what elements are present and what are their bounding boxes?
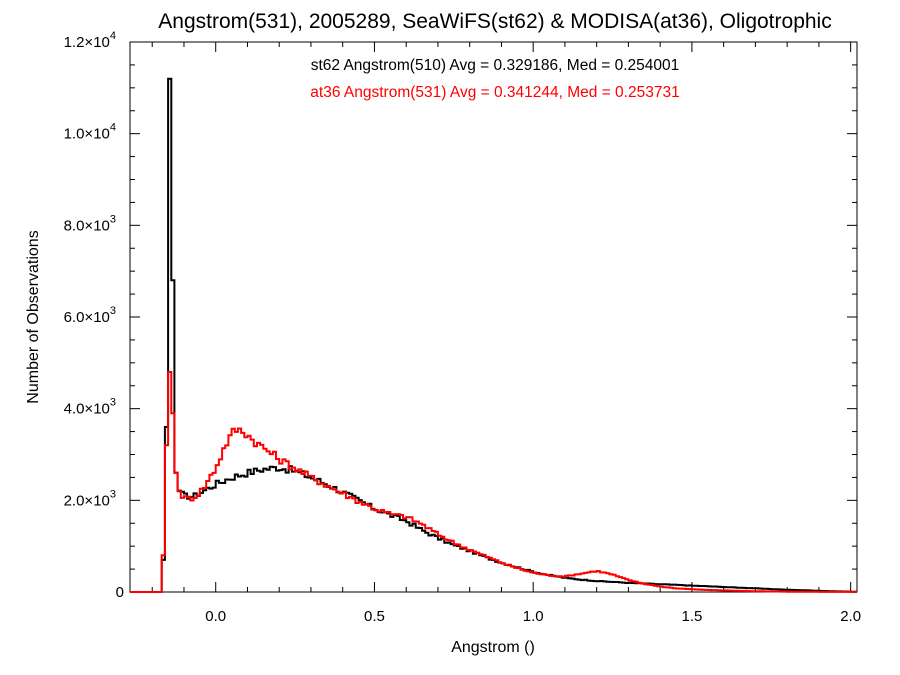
x-axis-ticks: 0.0 0.5 1.0 1.5 2.0 — [151, 42, 861, 625]
legend-entry-st62: st62 Angstrom(510) Avg = 0.329186, Med =… — [311, 57, 680, 74]
x-axis-label: Angstrom () — [451, 639, 535, 656]
x-tick-label: 1.5 — [681, 608, 702, 625]
x-tick-label: 1.0 — [523, 608, 544, 625]
y-tick-label: 0 — [116, 584, 124, 601]
y-tick-label: 4.0×103 — [64, 397, 116, 418]
y-axis-label: Number of Observations — [25, 230, 42, 403]
plot-frame — [129, 41, 858, 593]
series-line-at36 — [130, 371, 857, 593]
x-tick-label: 0.5 — [364, 608, 385, 625]
legend-entry-at36: at36 Angstrom(531) Avg = 0.341244, Med =… — [310, 84, 679, 101]
series-layer — [130, 77, 857, 593]
y-axis-ticks: 0 2.0×103 4.0×103 6.0×103 8.0×103 1.0×104 1.2×… — [64, 30, 857, 601]
x-tick-label: 0.0 — [205, 608, 226, 625]
y-tick-label: 2.0×103 — [64, 488, 116, 509]
y-tick-label: 8.0×103 — [64, 213, 116, 234]
chart-title: Angstrom(531), 2005289, SeaWiFS(st62) & … — [158, 10, 831, 33]
series-line-st62 — [130, 77, 857, 593]
y-tick-label: 1.0×104 — [64, 122, 116, 143]
y-tick-label: 6.0×103 — [64, 305, 116, 326]
y-tick-label: 1.2×104 — [64, 30, 116, 51]
x-tick-label: 2.0 — [840, 608, 861, 625]
